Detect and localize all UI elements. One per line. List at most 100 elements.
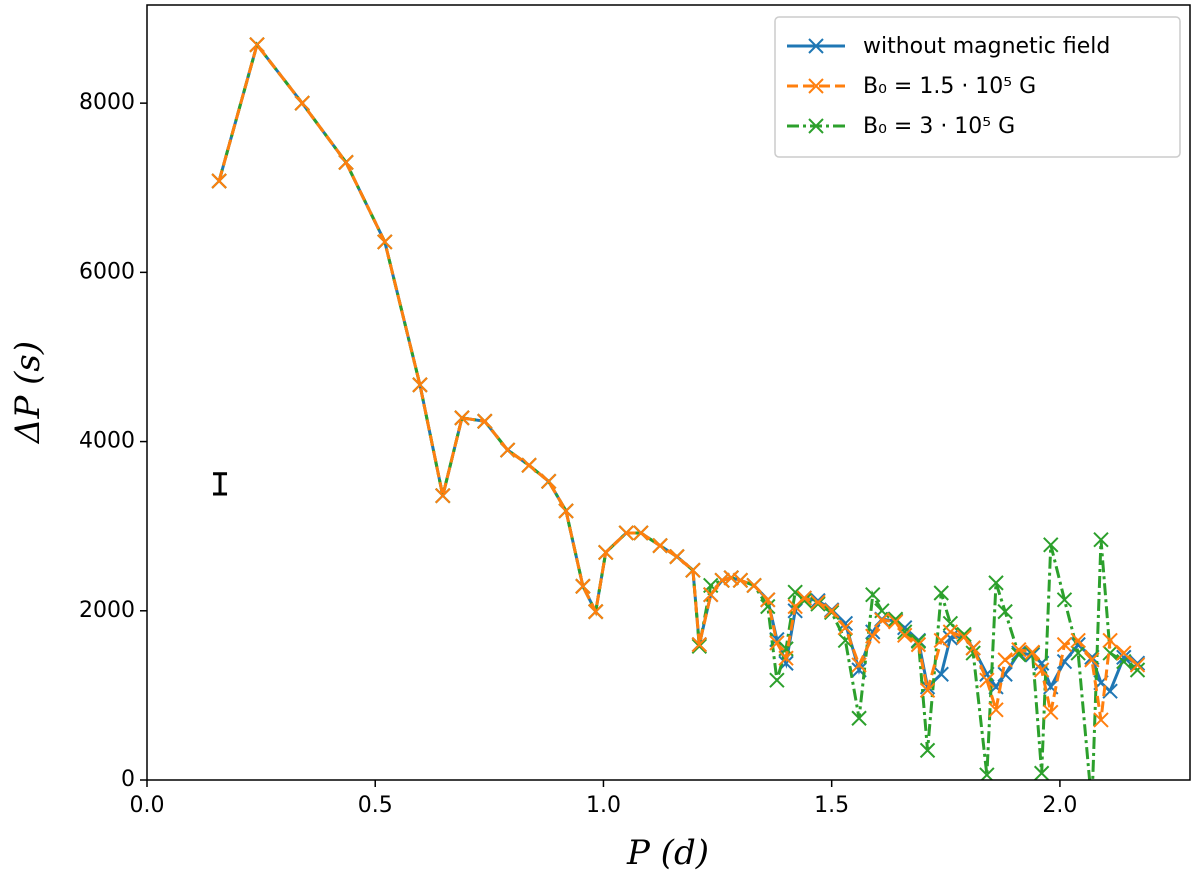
legend-label: without magnetic field: [863, 34, 1110, 59]
marker: [910, 636, 927, 653]
marker: [1085, 798, 1099, 812]
marker: [778, 650, 794, 666]
legend-box: [774, 16, 1181, 158]
marker: [211, 173, 227, 189]
marker: [685, 562, 701, 578]
marker: [910, 633, 927, 649]
series: [211, 37, 1146, 728]
marker: [249, 37, 265, 53]
marker: [1102, 632, 1118, 649]
marker: [412, 377, 428, 393]
marker: [887, 611, 904, 627]
marker: [760, 592, 776, 608]
marker: [338, 154, 354, 171]
marker: [760, 598, 776, 615]
marker: [499, 442, 516, 458]
marker: [703, 587, 719, 603]
marker: [919, 682, 936, 699]
marker: [454, 410, 470, 426]
marker: [587, 603, 604, 620]
marker: [1116, 649, 1132, 666]
marker: [997, 603, 1013, 620]
legend-label: B₀ = 1.5 · 10⁵ G: [863, 74, 1036, 99]
marker: [1093, 712, 1109, 728]
marker: [979, 672, 995, 688]
legend: without magnetic field B₀ = 1.5 · 10⁵ G B₀…: [774, 16, 1181, 158]
marker: [723, 570, 739, 586]
marker: [988, 575, 1004, 591]
marker: [933, 585, 949, 601]
legend-marker: [808, 78, 824, 94]
marker: [1043, 704, 1059, 721]
x-tick-label: 0.0: [130, 793, 165, 818]
legend-marker: [808, 118, 824, 134]
marker: [837, 619, 854, 636]
marker: [956, 629, 972, 645]
marker: [652, 537, 668, 554]
marker: [1070, 645, 1086, 661]
marker: [1129, 657, 1146, 673]
marker: [965, 640, 981, 656]
legend-marker: [808, 38, 824, 54]
marker: [598, 544, 614, 561]
marker: [887, 614, 904, 630]
marker: [1024, 644, 1041, 660]
y-tick-label: 0: [121, 767, 135, 792]
marker: [865, 587, 881, 603]
marker: [997, 666, 1013, 682]
marker: [691, 636, 708, 653]
y-tick-label: 4000: [79, 429, 135, 454]
marker: [1056, 653, 1073, 670]
marker: [897, 627, 913, 644]
legend-label: B₀ = 3 · 10⁵ G: [863, 114, 1015, 139]
y-tick-label: 8000: [79, 90, 135, 115]
marker: [796, 592, 813, 609]
marker: [1056, 636, 1073, 653]
marker: [714, 572, 730, 589]
y-axis-label: ΔP (s): [8, 341, 48, 445]
marker: [1102, 645, 1118, 661]
marker: [377, 234, 393, 250]
marker: [1084, 652, 1100, 668]
marker: [769, 672, 785, 688]
marker: [1043, 537, 1059, 553]
marker: [669, 548, 685, 565]
marker: [1093, 532, 1109, 548]
marker: [837, 632, 854, 649]
marker: [988, 702, 1004, 718]
x-tick-label: 1.0: [586, 793, 621, 818]
marker: [618, 525, 634, 541]
plot-frame: [146, 4, 1191, 781]
marker: [933, 666, 949, 682]
marker: [521, 457, 537, 473]
marker: [874, 612, 890, 628]
marker: [477, 413, 493, 429]
marker: [732, 572, 749, 589]
marker: [823, 603, 840, 619]
marker: [575, 578, 591, 594]
y-tick-label: 6000: [79, 259, 135, 284]
marker: [1129, 662, 1146, 678]
x-axis-label: P (d): [626, 833, 709, 873]
marker: [294, 95, 310, 111]
series-line: [217, 41, 1139, 721]
y-tick-label: 2000: [79, 598, 135, 623]
marker: [1056, 592, 1073, 608]
marker: [851, 657, 867, 673]
marker: [942, 624, 959, 640]
marker: [810, 594, 826, 611]
marker: [1033, 765, 1050, 780]
marker: [865, 628, 881, 644]
x-tick-label: 1.5: [814, 793, 849, 818]
marker: [1070, 632, 1086, 649]
plot-area: [211, 37, 1146, 812]
marker: [1011, 641, 1027, 658]
marker: [796, 590, 813, 606]
marker: [558, 503, 574, 519]
marker: [691, 638, 708, 655]
marker: [769, 635, 785, 651]
marker: [633, 525, 649, 541]
marker: [997, 652, 1013, 668]
marker: [435, 488, 451, 504]
